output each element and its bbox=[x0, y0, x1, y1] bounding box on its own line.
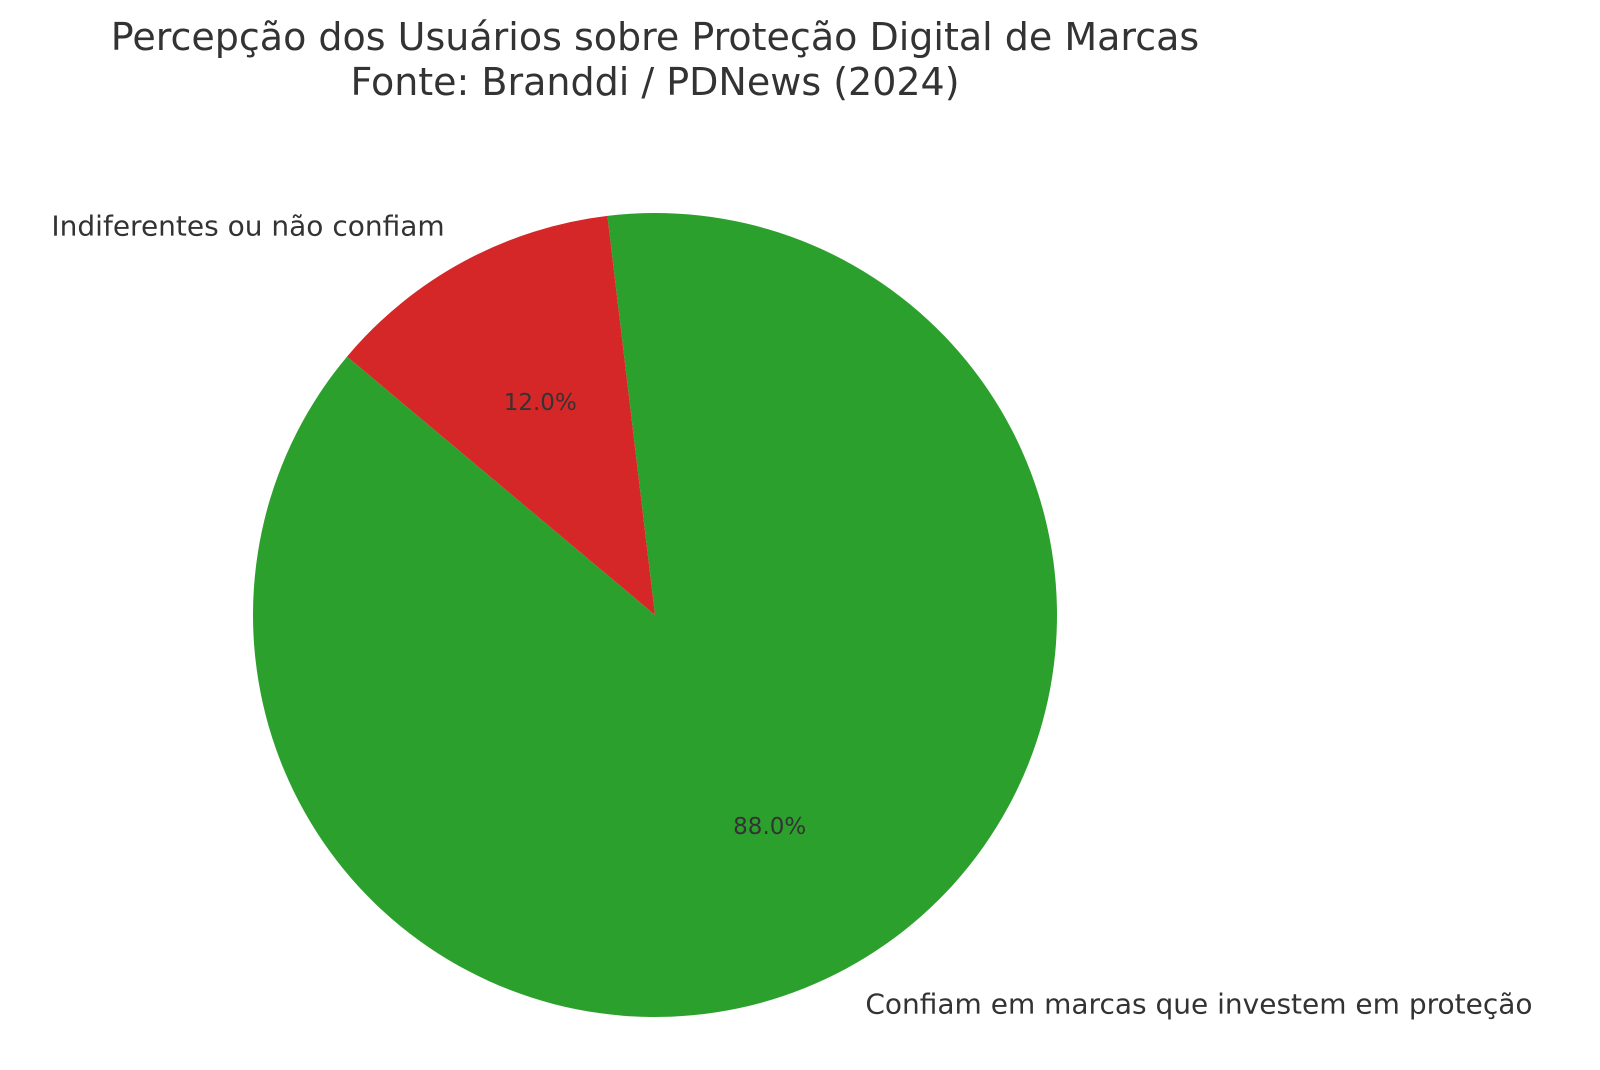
pie-labels: 88.0% Confiam em marcas que investem em p… bbox=[51, 210, 1532, 1021]
pie-category-label-1: Indiferentes ou não confiam bbox=[51, 210, 444, 243]
pie-percent-label-0: 88.0% bbox=[733, 814, 806, 840]
chart-subtitle: Fonte: Branddi / PDNews (2024) bbox=[350, 60, 959, 104]
pie-slice-1 bbox=[347, 215, 655, 615]
chart-title: Percepção dos Usuários sobre Proteção Di… bbox=[111, 15, 1199, 59]
pie-category-label-0: Confiam em marcas que investem em proteç… bbox=[865, 987, 1532, 1020]
pie-slice-0 bbox=[252, 213, 1057, 1018]
pie-percent-label-1: 12.0% bbox=[504, 390, 577, 416]
pie-slices bbox=[252, 213, 1057, 1018]
